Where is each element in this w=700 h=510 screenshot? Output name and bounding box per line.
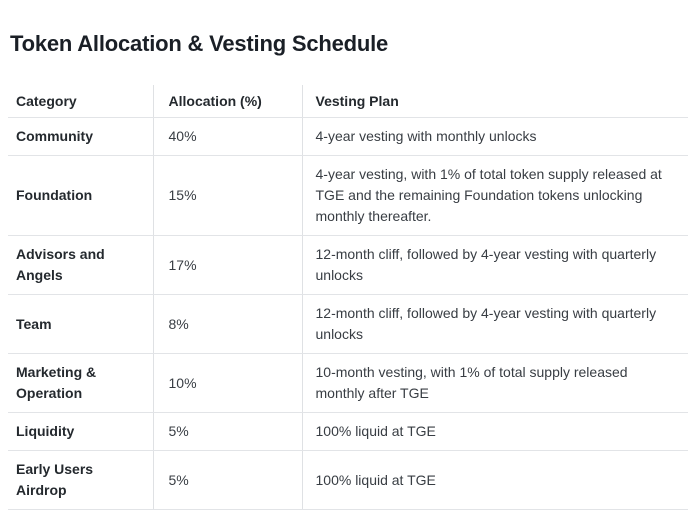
- page-title: Token Allocation & Vesting Schedule: [10, 31, 389, 56]
- category-cell: Community: [8, 117, 153, 156]
- allocation-cell: 15%: [152, 155, 302, 236]
- allocation-cell: 5%: [152, 450, 302, 510]
- vesting-plan-cell: 100% liquid at TGE: [301, 450, 688, 510]
- table-row: Marketing & Operation 10% 10-month vesti…: [8, 353, 688, 413]
- allocation-cell: 17%: [152, 235, 302, 295]
- column-header-allocation: Allocation (%): [152, 85, 302, 118]
- table-row: Team 8% 12-month cliff, followed by 4-ye…: [8, 294, 688, 354]
- category-cell: Liquidity: [8, 412, 153, 451]
- vesting-plan-cell: 12-month cliff, followed by 4-year vesti…: [301, 294, 688, 354]
- table-body: Community 40% 4-year vesting with monthl…: [8, 117, 688, 510]
- table-row: Liquidity 5% 100% liquid at TGE: [8, 412, 688, 451]
- category-cell: Early Users Airdrop: [8, 450, 153, 510]
- table-row: Advisors and Angels 17% 12-month cliff, …: [8, 235, 688, 295]
- allocation-cell: 40%: [152, 117, 302, 156]
- vesting-plan-cell: 10-month vesting, with 1% of total suppl…: [301, 353, 688, 413]
- header-row: Category Allocation (%) Vesting Plan: [8, 85, 688, 118]
- column-header-category: Category: [8, 85, 153, 118]
- allocation-cell: 8%: [152, 294, 302, 354]
- token-allocation-table: Category Allocation (%) Vesting Plan Com…: [8, 85, 688, 510]
- vesting-plan-cell: 4-year vesting, with 1% of total token s…: [301, 155, 688, 236]
- vesting-plan-cell: 100% liquid at TGE: [301, 412, 688, 451]
- allocation-cell: 10%: [152, 353, 302, 413]
- table-row: Community 40% 4-year vesting with monthl…: [8, 117, 688, 156]
- category-cell: Team: [8, 294, 153, 354]
- category-cell: Advisors and Angels: [8, 235, 153, 295]
- table-header: Category Allocation (%) Vesting Plan: [8, 85, 688, 118]
- table-row: Early Users Airdrop 5% 100% liquid at TG…: [8, 450, 688, 510]
- vesting-plan-cell: 12-month cliff, followed by 4-year vesti…: [301, 235, 688, 295]
- allocation-cell: 5%: [152, 412, 302, 451]
- category-cell: Marketing & Operation: [8, 353, 153, 413]
- vesting-plan-cell: 4-year vesting with monthly unlocks: [301, 117, 688, 156]
- column-header-vesting-plan: Vesting Plan: [301, 85, 688, 118]
- table-row: Foundation 15% 4-year vesting, with 1% o…: [8, 155, 688, 236]
- category-cell: Foundation: [8, 155, 153, 236]
